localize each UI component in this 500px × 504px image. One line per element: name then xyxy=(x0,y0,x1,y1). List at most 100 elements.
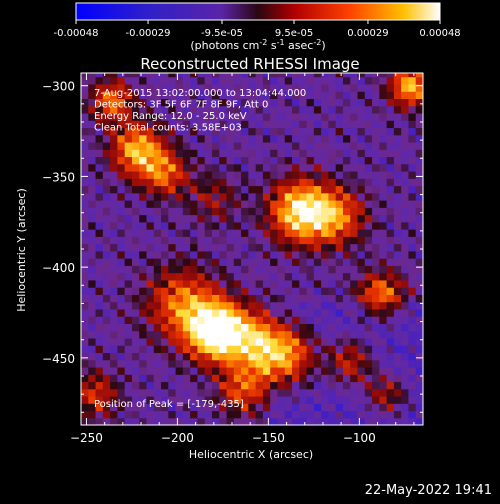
heatmap-cell xyxy=(190,236,199,245)
heatmap-cell xyxy=(401,272,410,281)
heatmap-cell xyxy=(131,221,140,230)
heatmap-cell xyxy=(233,417,242,425)
heatmap-cell xyxy=(299,381,308,390)
heatmap-cell xyxy=(277,156,286,165)
heatmap-cell xyxy=(357,229,366,237)
heatmap-cell xyxy=(190,410,199,419)
heatmap-cell xyxy=(190,221,199,230)
heatmap-cell xyxy=(88,330,97,339)
heatmap-cell xyxy=(182,279,191,288)
heatmap-cell xyxy=(335,272,344,281)
heatmap-cell xyxy=(175,265,184,274)
heatmap-cell xyxy=(335,156,344,165)
heatmap-cell xyxy=(277,149,286,158)
heatmap-cell xyxy=(313,279,322,288)
heatmap-cell xyxy=(277,178,286,187)
heatmap-cell xyxy=(233,83,242,92)
heatmap-cell xyxy=(408,316,417,324)
heatmap-cell xyxy=(306,323,315,332)
heatmap-cell xyxy=(306,134,315,143)
heatmap-cell xyxy=(299,120,308,129)
heatmap-cell xyxy=(408,192,417,201)
heatmap-cell xyxy=(226,258,235,266)
heatmap-cell xyxy=(204,359,213,368)
heatmap-cell xyxy=(284,76,293,85)
heatmap-cell xyxy=(292,287,300,295)
heatmap-cell xyxy=(393,236,402,245)
heatmap-cell xyxy=(415,352,423,361)
heatmap-cell xyxy=(197,301,206,310)
heatmap-cell xyxy=(197,192,206,201)
heatmap-cell xyxy=(168,120,177,129)
heatmap-cell xyxy=(204,214,213,223)
heatmap-cell xyxy=(313,359,322,368)
heatmap-cell xyxy=(161,308,169,317)
heatmap-cell xyxy=(299,163,308,172)
heatmap-cell xyxy=(168,316,177,324)
heatmap-cell xyxy=(270,352,279,361)
heatmap-cell xyxy=(190,258,199,266)
heatmap-cell xyxy=(102,417,111,425)
heatmap-cell xyxy=(372,91,380,99)
heatmap-cell xyxy=(306,243,315,252)
heatmap-cell xyxy=(299,403,308,412)
heatmap-cell xyxy=(248,374,257,383)
heatmap-cell xyxy=(372,417,380,425)
heatmap-cell xyxy=(233,250,242,259)
heatmap-cell xyxy=(204,417,213,425)
heatmap-cell xyxy=(95,170,104,179)
heatmap-cell xyxy=(95,185,104,194)
heatmap-cell xyxy=(299,352,308,361)
heatmap-cell xyxy=(379,221,388,230)
heatmap-cell xyxy=(401,120,410,129)
heatmap-cell xyxy=(182,149,191,158)
heatmap-cell xyxy=(81,265,89,274)
heatmap-cell xyxy=(139,417,148,425)
heatmap-cell xyxy=(292,178,300,187)
heatmap-cell xyxy=(262,236,271,245)
heatmap-cell xyxy=(117,410,126,419)
heatmap-cell xyxy=(313,91,322,99)
heatmap-cell xyxy=(350,308,359,317)
heatmap-cell xyxy=(131,105,140,114)
heatmap-cell xyxy=(88,395,97,404)
heatmap-cell xyxy=(241,316,249,324)
heatmap-cell xyxy=(204,287,213,295)
heatmap-cell xyxy=(219,127,228,136)
heatmap-cell xyxy=(270,301,279,310)
heatmap-cell xyxy=(372,105,380,114)
heatmap-cell xyxy=(321,112,330,121)
heatmap-cell xyxy=(197,170,206,179)
heatmap-cell xyxy=(284,163,293,172)
heatmap-cell xyxy=(415,366,423,375)
heatmap-cell xyxy=(393,214,402,223)
heatmap-cell xyxy=(204,337,213,346)
heatmap-cell xyxy=(364,301,373,310)
heatmap-cell xyxy=(226,192,235,201)
heatmap-cell xyxy=(197,395,206,404)
heatmap-cell xyxy=(357,207,366,216)
heatmap-cell xyxy=(233,105,242,114)
heatmap-cell xyxy=(81,73,89,78)
heatmap-cell xyxy=(124,73,133,78)
heatmap-cell xyxy=(401,149,410,158)
heatmap-cell xyxy=(204,127,213,136)
heatmap-cell xyxy=(313,366,322,375)
heatmap-cell xyxy=(277,141,286,150)
heatmap-cell xyxy=(306,120,315,129)
heatmap-cell xyxy=(415,301,423,310)
heatmap-cell xyxy=(161,120,169,129)
heatmap-cell xyxy=(168,403,177,412)
heatmap-cell xyxy=(95,163,104,172)
heatmap-cell xyxy=(357,352,366,361)
heatmap-cell xyxy=(146,105,155,114)
heatmap-cell xyxy=(284,214,293,223)
heatmap-cell xyxy=(182,417,191,425)
heatmap-cell xyxy=(233,91,242,99)
heatmap-cell xyxy=(102,207,111,216)
heatmap-cell xyxy=(233,127,242,136)
heatmap-cell xyxy=(190,73,199,78)
heatmap-cell xyxy=(415,272,423,281)
heatmap-cell xyxy=(321,374,330,383)
heatmap-cell xyxy=(241,120,249,129)
